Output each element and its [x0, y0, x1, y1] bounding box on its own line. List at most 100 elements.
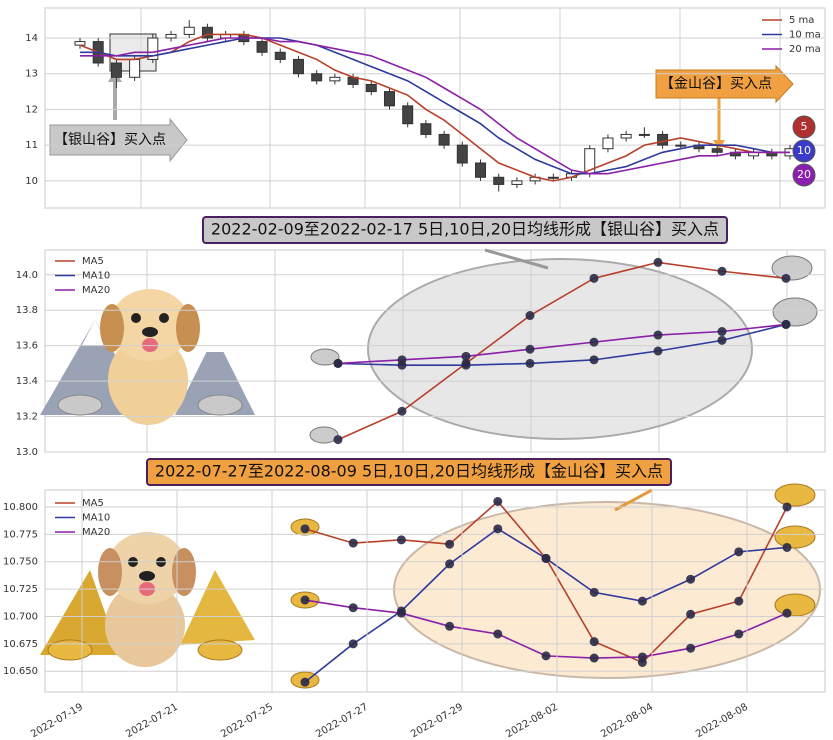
- point: [541, 553, 551, 563]
- point: [734, 547, 744, 557]
- candle-body: [274, 51, 286, 60]
- point: [653, 330, 663, 340]
- candle-body: [438, 133, 450, 146]
- candle-body: [493, 176, 505, 185]
- x-tick-label: 2022-08-04: [599, 702, 655, 740]
- candle-body: [292, 58, 304, 75]
- y-tick-label: 10: [25, 176, 38, 187]
- ma-line: [337, 261, 787, 441]
- point: [461, 360, 471, 370]
- chart-title: 2022-02-09至2022-02-17 5日,10日,20日均线形成【银山谷…: [211, 220, 719, 239]
- candle-body: [547, 176, 559, 179]
- point: [653, 346, 663, 356]
- candle-body: [129, 58, 141, 78]
- y-tick-label: 10.650: [3, 666, 38, 677]
- point: [348, 603, 358, 613]
- callout: [655, 64, 794, 104]
- y-tick-label: 13.0: [16, 447, 38, 458]
- candle-body: [456, 144, 468, 164]
- point: [300, 677, 310, 687]
- point: [686, 609, 696, 619]
- point: [493, 496, 503, 506]
- point: [782, 542, 792, 552]
- y-tick-label: 10.725: [3, 584, 38, 595]
- badge-label: 10: [797, 144, 811, 157]
- y-tick-label: 13.2: [16, 412, 38, 423]
- x-tick-label: 2022-08-08: [694, 702, 750, 740]
- point: [589, 337, 599, 347]
- point: [397, 406, 407, 416]
- point: [445, 559, 455, 569]
- point: [396, 608, 406, 618]
- gold-scene: [40, 532, 255, 667]
- point: [493, 524, 503, 534]
- highlight-ellipse: [393, 501, 821, 679]
- y-tick-label: 10.775: [3, 529, 38, 540]
- candle-body: [420, 123, 432, 135]
- point: [717, 335, 727, 345]
- silver-scene: [40, 289, 255, 425]
- point: [781, 273, 791, 283]
- candle-body: [311, 73, 323, 82]
- y-tick-label: 14.0: [16, 270, 38, 281]
- point: [734, 596, 744, 606]
- point: [589, 637, 599, 647]
- point: [781, 319, 791, 329]
- point: [686, 574, 696, 584]
- arrow: [484, 248, 549, 270]
- x-tick-label: 2022-08-02: [504, 702, 560, 740]
- chart-title: 2022-07-27至2022-08-09 5日,10日,20日均线形成【金山谷…: [155, 462, 663, 481]
- legend-label: 5 ma: [789, 15, 814, 26]
- candle-body: [675, 144, 687, 147]
- ma-line: [80, 37, 790, 175]
- title-box: [146, 458, 672, 486]
- point: [461, 351, 471, 361]
- badge: [792, 163, 816, 187]
- candle-body: [657, 133, 669, 146]
- candle-body: [165, 33, 177, 39]
- candle-body: [402, 105, 414, 125]
- candle-body: [620, 133, 632, 139]
- candle-body: [383, 91, 395, 107]
- point: [300, 595, 310, 605]
- candle-body: [475, 162, 487, 178]
- x-tick-label: 2022-07-27: [314, 702, 370, 740]
- candle-body: [74, 41, 86, 46]
- candle-body: [183, 26, 195, 35]
- y-tick-label: 12: [25, 104, 38, 115]
- badge-label: 5: [801, 120, 808, 133]
- title-box: [202, 216, 728, 244]
- x-tick-label: 2022-07-19: [29, 702, 85, 740]
- legend-label: 10 ma: [789, 30, 821, 41]
- legend-label: MA20: [82, 285, 110, 296]
- point: [525, 344, 535, 354]
- x-tick-label: 2022-07-21: [124, 702, 180, 740]
- ma-line: [80, 37, 790, 175]
- ma-line: [337, 323, 787, 365]
- point: [445, 539, 455, 549]
- candle-body: [110, 62, 122, 78]
- x-tick-label: 2022-07-29: [409, 702, 465, 740]
- point: [637, 652, 647, 662]
- point: [300, 524, 310, 534]
- candle-body: [256, 41, 268, 53]
- point: [589, 355, 599, 365]
- legend-label: MA20: [82, 527, 110, 538]
- candle-body: [147, 37, 159, 60]
- point: [525, 358, 535, 368]
- point: [348, 538, 358, 548]
- point: [541, 651, 551, 661]
- candle-body: [201, 26, 213, 39]
- point: [782, 502, 792, 512]
- candle-body: [602, 137, 614, 150]
- point: [782, 608, 792, 618]
- candle-body: [329, 76, 341, 82]
- legend-label: 20 ma: [789, 44, 821, 55]
- point: [589, 273, 599, 283]
- legend-label: MA5: [82, 256, 104, 267]
- ma-line: [337, 323, 787, 366]
- y-tick-label: 14: [25, 33, 38, 44]
- point: [717, 327, 727, 337]
- x-tick-label: 2022-07-25: [219, 702, 275, 740]
